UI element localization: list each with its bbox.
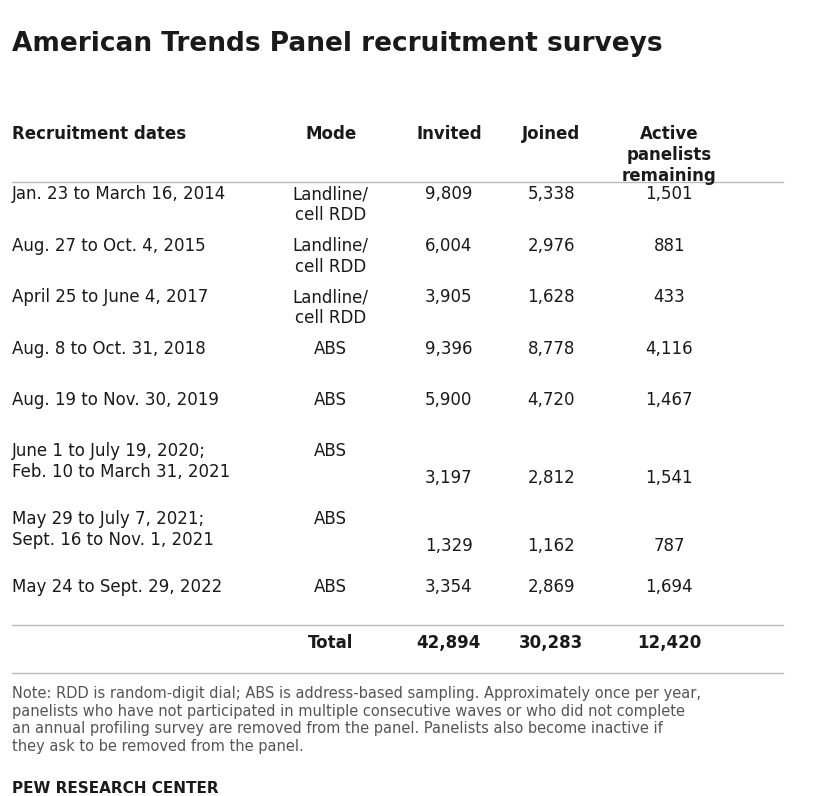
Text: 9,809: 9,809	[425, 185, 473, 204]
Text: 433: 433	[654, 288, 685, 306]
Text: 3,905: 3,905	[425, 288, 473, 306]
Text: Aug. 27 to Oct. 4, 2015: Aug. 27 to Oct. 4, 2015	[12, 237, 206, 255]
Text: ABS: ABS	[314, 443, 347, 460]
Text: 2,812: 2,812	[528, 469, 575, 487]
Text: 881: 881	[654, 237, 685, 255]
Text: ABS: ABS	[314, 391, 347, 409]
Text: 3,197: 3,197	[425, 469, 473, 487]
Text: 1,162: 1,162	[528, 537, 575, 555]
Text: 1,329: 1,329	[425, 537, 473, 555]
Text: Landline/
cell RDD: Landline/ cell RDD	[293, 237, 369, 275]
Text: May 24 to Sept. 29, 2022: May 24 to Sept. 29, 2022	[12, 579, 223, 596]
Text: Mode: Mode	[305, 125, 356, 143]
Text: PEW RESEARCH CENTER: PEW RESEARCH CENTER	[12, 781, 218, 796]
Text: Invited: Invited	[416, 125, 481, 143]
Text: 4,720: 4,720	[528, 391, 575, 409]
Text: May 29 to July 7, 2021;
Sept. 16 to Nov. 1, 2021: May 29 to July 7, 2021; Sept. 16 to Nov.…	[12, 510, 214, 549]
Text: Jan. 23 to March 16, 2014: Jan. 23 to March 16, 2014	[12, 185, 226, 204]
Text: ABS: ABS	[314, 579, 347, 596]
Text: Landline/
cell RDD: Landline/ cell RDD	[293, 288, 369, 327]
Text: Recruitment dates: Recruitment dates	[12, 125, 186, 143]
Text: 8,778: 8,778	[528, 340, 575, 357]
Text: 4,116: 4,116	[645, 340, 693, 357]
Text: 787: 787	[654, 537, 685, 555]
Text: ABS: ABS	[314, 510, 347, 529]
Text: 1,628: 1,628	[528, 288, 575, 306]
Text: Note: RDD is random-digit dial; ABS is address-based sampling. Approximately onc: Note: RDD is random-digit dial; ABS is a…	[12, 686, 701, 754]
Text: 3,354: 3,354	[425, 579, 473, 596]
Text: 1,541: 1,541	[645, 469, 693, 487]
Text: 2,869: 2,869	[528, 579, 575, 596]
Text: 5,338: 5,338	[528, 185, 575, 204]
Text: 6,004: 6,004	[425, 237, 473, 255]
Text: 9,396: 9,396	[425, 340, 473, 357]
Text: 2,976: 2,976	[528, 237, 575, 255]
Text: 1,694: 1,694	[646, 579, 693, 596]
Text: June 1 to July 19, 2020;
Feb. 10 to March 31, 2021: June 1 to July 19, 2020; Feb. 10 to Marc…	[12, 443, 230, 481]
Text: 12,420: 12,420	[638, 634, 701, 651]
Text: 1,467: 1,467	[646, 391, 693, 409]
Text: American Trends Panel recruitment surveys: American Trends Panel recruitment survey…	[12, 30, 663, 57]
Text: Aug. 8 to Oct. 31, 2018: Aug. 8 to Oct. 31, 2018	[12, 340, 206, 357]
Text: Joined: Joined	[522, 125, 580, 143]
Text: April 25 to June 4, 2017: April 25 to June 4, 2017	[12, 288, 208, 306]
Text: 30,283: 30,283	[519, 634, 583, 651]
Text: 1,501: 1,501	[645, 185, 693, 204]
Text: 5,900: 5,900	[425, 391, 473, 409]
Text: Active
panelists
remaining: Active panelists remaining	[622, 125, 717, 185]
Text: Aug. 19 to Nov. 30, 2019: Aug. 19 to Nov. 30, 2019	[12, 391, 219, 409]
Text: Total: Total	[308, 634, 354, 651]
Text: 42,894: 42,894	[417, 634, 481, 651]
Text: Landline/
cell RDD: Landline/ cell RDD	[293, 185, 369, 224]
Text: ABS: ABS	[314, 340, 347, 357]
